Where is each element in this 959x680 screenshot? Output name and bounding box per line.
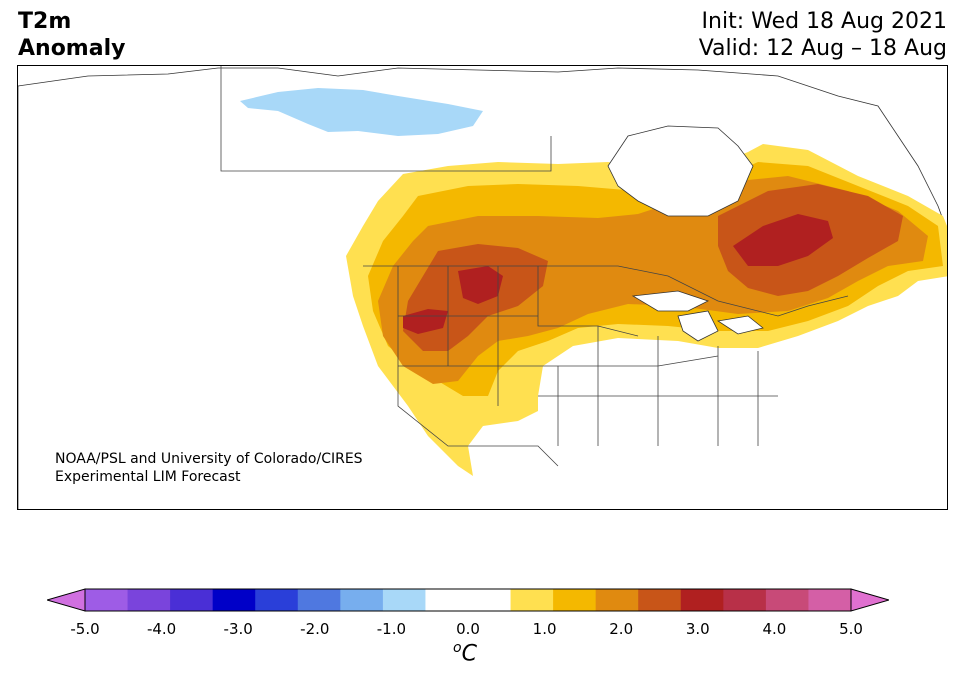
colorbar-segment [510,589,554,611]
colorbar-tick-label: 1.0 [532,620,557,638]
colorbar-tick-label: -2.0 [300,620,330,638]
colorbar-ticks: -5.0 -4.0 -3.0 -2.0 -1.0 0.0 1.0 2.0 3.0 4.0 5.0 [0,620,959,640]
colorbar-segment [638,589,682,611]
cold-anomaly-region [240,88,483,136]
colorbar-segment [468,589,512,611]
credit-text: NOAA/PSL and University of Colorado/CIRE… [55,450,363,486]
colorbar-tick-label: -1.0 [376,620,407,638]
colorbar-extend-low [47,588,86,612]
colorbar [47,588,889,612]
valid-range: Valid: 12 Aug – 18 Aug [698,36,947,61]
colorbar-segment [723,589,767,611]
colorbar-segment [127,589,171,611]
colorbar-extend-high [850,588,889,612]
colorbar-tick-label: 4.0 [762,620,787,638]
colorbar-frame [84,588,852,612]
anomaly-map [17,65,948,510]
colorbar-segment [425,589,469,611]
colorbar-tick-label: 3.0 [685,620,710,638]
map-svg [18,66,947,509]
colorbar-unit: oC [453,640,477,667]
hudson-bay [607,125,754,217]
title-kind: Anomaly [18,36,126,61]
map-dates: Init: Wed 18 Aug 2021 Valid: 12 Aug – 18… [699,8,947,62]
great-lakes [631,290,764,342]
init-date: Init: Wed 18 Aug 2021 [701,9,947,34]
political-borders [220,66,849,467]
colorbar-tick-label: 0.0 [456,620,480,638]
colorbar-tick-label: 5.0 [839,620,863,638]
colorbar-segment [297,589,341,611]
colorbar-tick-label: -4.0 [146,620,177,638]
title-variable: T2m [18,9,72,34]
colorbar-tick-label: -5.0 [70,620,100,638]
colorbar-segment [808,589,852,611]
colorbar-tick-label: -3.0 [223,620,253,638]
map-title: T2m Anomaly [18,8,125,62]
colorbar-segment [595,589,639,611]
colorbar-segment [680,589,724,611]
colorbar-segment [212,589,256,611]
credit-line-2: Experimental LIM Forecast [55,469,241,485]
warm-anomaly-2-5 [403,214,833,334]
colorbar-segment [255,589,299,611]
colorbar-segment [382,589,426,611]
colorbar-tick-label: 2.0 [609,620,634,638]
credit-line-1: NOAA/PSL and University of Colorado/CIRE… [55,451,363,467]
colorbar-segment [340,589,384,611]
colorbar-segment [85,589,129,611]
colorbar-segment [765,589,809,611]
colorbar-segment [553,589,597,611]
colorbar-segment [170,589,214,611]
